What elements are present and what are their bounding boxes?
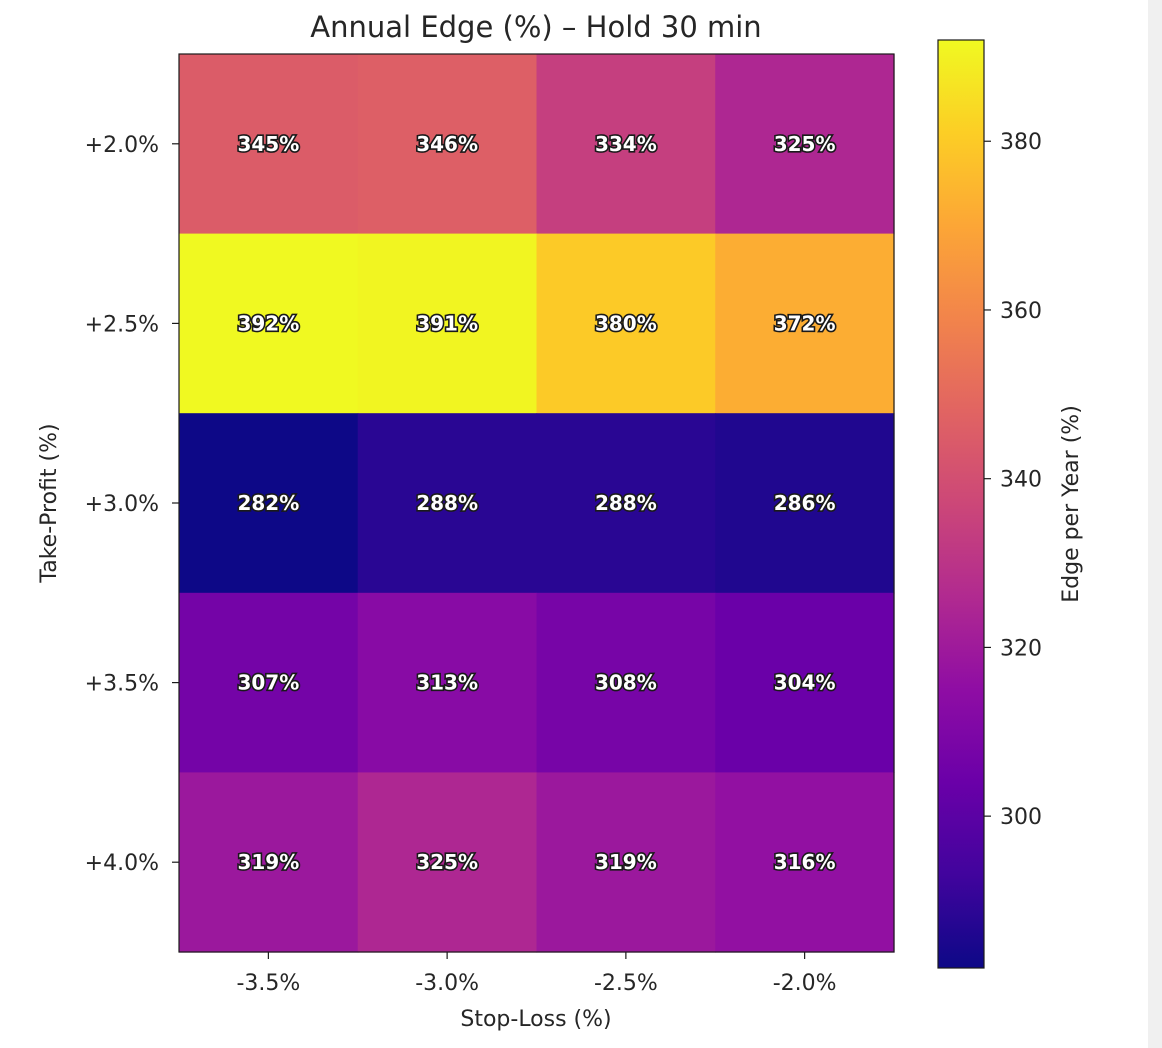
heatmap-cell-label: 316% — [774, 850, 836, 874]
x-axis-ticks: -3.5% -3.0% -2.5% -2.0% — [236, 952, 837, 996]
heatmap-cell-label: 380% — [595, 311, 657, 335]
colorbar — [937, 39, 985, 969]
heatmap-cell — [715, 54, 895, 235]
x-tick-label: -2.0% — [773, 971, 837, 996]
chart-title: Annual Edge (%) – Hold 30 min — [310, 10, 761, 44]
heatmap-cell — [179, 54, 359, 235]
heatmap-cell — [536, 54, 716, 235]
colorbar-tick-label: 320 — [1000, 636, 1042, 661]
page-edge-strip — [1148, 0, 1162, 1048]
colorbar-ticks: 300 320 340 360 380 — [984, 130, 1042, 830]
y-tick-label: +2.5% — [85, 312, 159, 337]
heatmap-cell — [357, 772, 538, 953]
heatmap-cell-label: 325% — [774, 132, 836, 156]
colorbar-tick-label: 360 — [1000, 299, 1042, 324]
heatmap-cell-label: 392% — [237, 311, 299, 335]
heatmap-cell — [357, 413, 538, 594]
heatmap-cell-label: 372% — [774, 311, 836, 335]
y-tick-label: +3.0% — [85, 492, 159, 517]
y-tick-label: +4.0% — [85, 851, 159, 876]
heatmap-cell-label: 288% — [595, 491, 657, 515]
heatmap-cell-label: 307% — [237, 671, 299, 695]
heatmap-cell — [179, 233, 359, 414]
heatmap-cell-label: 286% — [774, 491, 836, 515]
colorbar-label: Edge per Year (%) — [1059, 405, 1084, 603]
heatmap-cell-label: 325% — [416, 850, 478, 874]
heatmap-cell — [715, 413, 895, 594]
y-axis-ticks: +2.0% +2.5% +3.0% +3.5% +4.0% — [85, 133, 179, 876]
y-tick-label: +3.5% — [85, 672, 159, 697]
colorbar-tick-label: 300 — [1000, 805, 1042, 830]
x-tick-label: -2.5% — [594, 971, 658, 996]
heatmap-cell-labels: 345% 346% 334% 325% 392% 391% 380% 372% 282% 288%… — [236, 130, 837, 876]
heatmap-cell-label: 319% — [595, 850, 657, 874]
colorbar-tick-label: 340 — [1000, 468, 1042, 493]
heatmap-cell-label: 334% — [595, 132, 657, 156]
heatmap-cell-label: 346% — [416, 132, 478, 156]
heatmap-cell — [179, 592, 359, 773]
heatmap-cell — [179, 772, 359, 953]
heatmap-cell-label: 304% — [774, 671, 836, 695]
heatmap-cell-label: 391% — [416, 311, 478, 335]
heatmap-cell — [357, 233, 538, 414]
heatmap-cell-label: 308% — [595, 671, 657, 695]
heatmap-cell — [536, 413, 716, 594]
heatmap-cell — [357, 592, 538, 773]
heatmap-cell — [536, 772, 716, 953]
y-tick-label: +2.0% — [85, 133, 159, 158]
heatmap-cell — [715, 772, 895, 953]
heatmap-cell — [715, 233, 895, 414]
heatmap-cell — [357, 54, 538, 235]
x-tick-label: -3.0% — [415, 971, 479, 996]
heatmap-cells — [179, 54, 895, 953]
heatmap-cell-label: 282% — [237, 491, 299, 515]
x-axis-label: Stop-Loss (%) — [460, 1007, 611, 1032]
heatmap-cell — [715, 592, 895, 773]
heatmap-cell — [179, 413, 359, 594]
heatmap-cell-label: 345% — [237, 132, 299, 156]
heatmap-cell — [536, 233, 716, 414]
x-tick-label: -3.5% — [236, 971, 300, 996]
y-axis-label: Take-Profit (%) — [37, 423, 62, 583]
heatmap-cell-label: 319% — [237, 850, 299, 874]
heatmap-cell — [536, 592, 716, 773]
heatmap-cell-label: 313% — [416, 671, 478, 695]
colorbar-tick-label: 380 — [1000, 130, 1042, 155]
heatmap-cell-label: 288% — [416, 491, 478, 515]
